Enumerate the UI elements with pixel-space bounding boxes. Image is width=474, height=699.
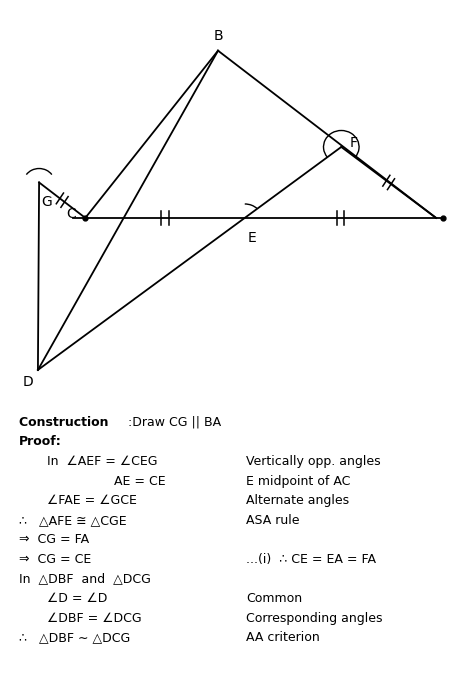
Text: G: G <box>41 195 52 209</box>
Text: B: B <box>213 29 223 43</box>
Text: ASA rule: ASA rule <box>246 514 300 527</box>
Text: :Draw CG || BA: :Draw CG || BA <box>128 416 221 429</box>
Text: ⇒  CG = CE: ⇒ CG = CE <box>19 553 91 566</box>
Text: In  ∠AEF = ∠CEG: In ∠AEF = ∠CEG <box>47 455 158 468</box>
Text: AE = CE: AE = CE <box>114 475 165 488</box>
Text: ∴   △DBF ∼ △DCG: ∴ △DBF ∼ △DCG <box>19 631 130 644</box>
Text: ∠FAE = ∠GCE: ∠FAE = ∠GCE <box>47 494 137 507</box>
Text: Alternate angles: Alternate angles <box>246 494 350 507</box>
Text: Proof:: Proof: <box>19 435 62 449</box>
Text: E midpoint of AC: E midpoint of AC <box>246 475 351 488</box>
Text: F: F <box>350 136 358 150</box>
Text: In  △DBF  and  △DCG: In △DBF and △DCG <box>19 572 151 586</box>
Text: ∠D = ∠D: ∠D = ∠D <box>47 592 108 605</box>
Text: D: D <box>22 375 33 389</box>
Text: Common: Common <box>246 592 302 605</box>
Text: Corresponding angles: Corresponding angles <box>246 612 383 625</box>
Text: Vertically opp. angles: Vertically opp. angles <box>246 455 381 468</box>
Text: ...(i)  ∴ CE = EA = FA: ...(i) ∴ CE = EA = FA <box>246 553 376 566</box>
Text: C: C <box>66 207 76 221</box>
Text: ⇒  CG = FA: ⇒ CG = FA <box>19 533 89 547</box>
Text: Construction: Construction <box>19 416 113 429</box>
Text: AA criterion: AA criterion <box>246 631 320 644</box>
Text: E: E <box>247 231 256 245</box>
Text: ∠DBF = ∠DCG: ∠DBF = ∠DCG <box>47 612 142 625</box>
Text: ∴   △AFE ≅ △CGE: ∴ △AFE ≅ △CGE <box>19 514 127 527</box>
